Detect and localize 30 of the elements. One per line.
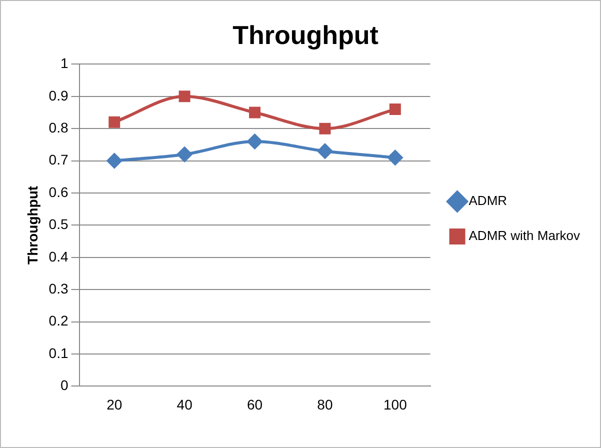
x-tick-label: 60 [246,396,263,412]
y-tick-label: 0.7 [48,152,68,168]
chart-title: Throughput [232,20,379,50]
y-tick-label: 0.9 [48,87,68,104]
x-tick-label: 80 [317,396,333,412]
point [317,144,332,159]
y-tick-label: 0.8 [48,119,68,136]
point [106,153,122,168]
point [178,90,190,102]
x-tick-label: 40 [176,396,193,412]
y-tick-label: 0.3 [48,280,68,296]
y-tick-label: 0.6 [48,184,68,200]
y-axis-title: Throughput [24,186,40,264]
point [177,146,192,162]
legend-label: ADMR [468,193,508,208]
legend-label: ADMR with Markov [468,228,580,244]
point [108,116,120,128]
x-tick-label: 20 [106,396,122,412]
y-tick-label: 0.5 [48,216,68,232]
y-tick-label: 1 [60,55,68,72]
point [388,150,403,166]
x-tick-label: 100 [383,396,408,412]
y-tick-label: 0.4 [48,248,68,264]
y-tick-label: 0.2 [48,312,68,329]
point [319,122,331,134]
y-tick-label: 0 [60,377,68,394]
y-tick-label: 0.1 [48,344,68,361]
point [249,106,261,118]
point [389,104,401,116]
point [247,134,262,149]
